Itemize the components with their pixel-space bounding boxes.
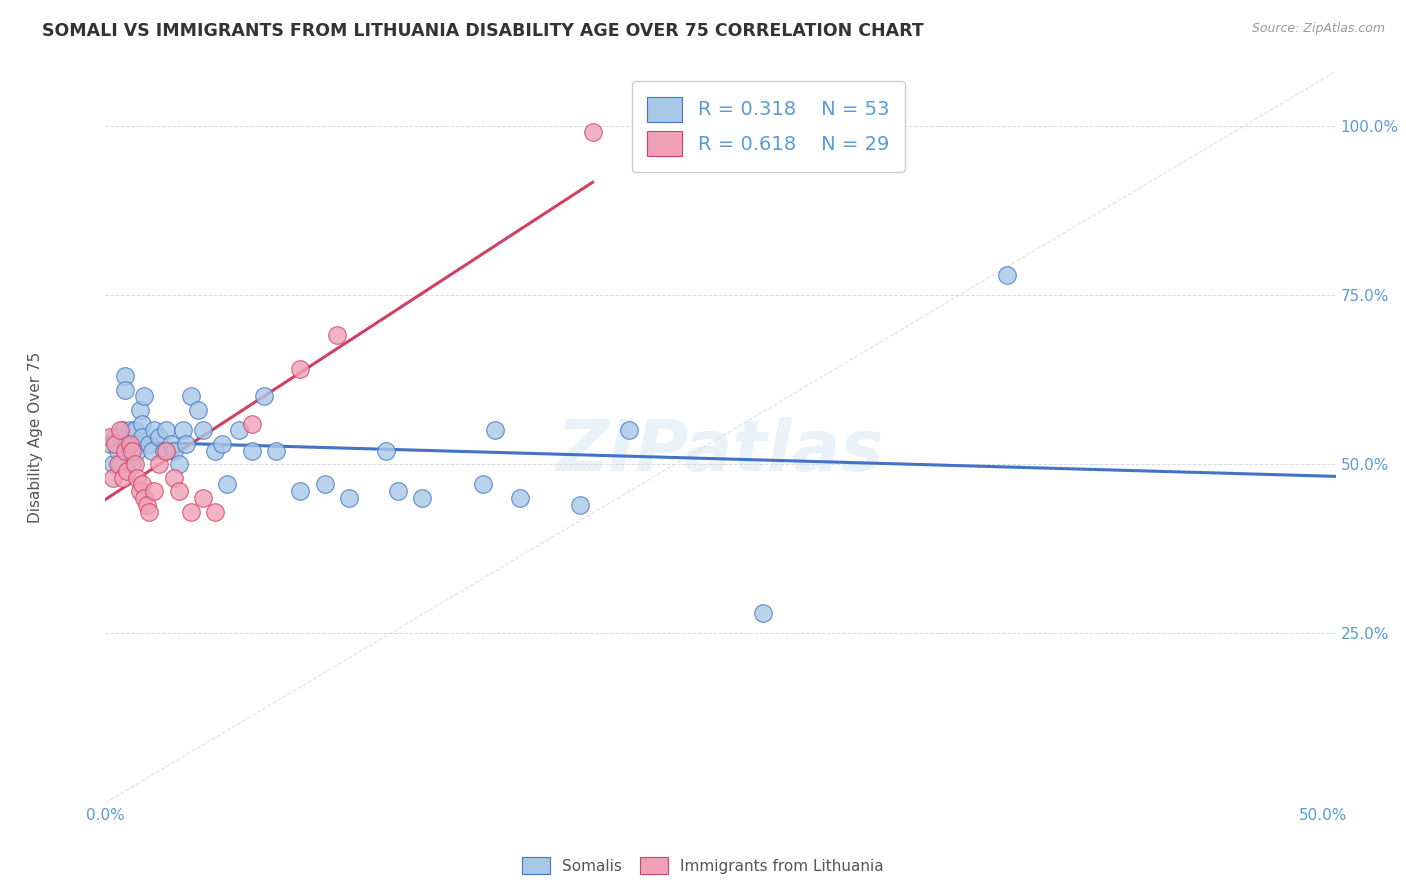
Point <box>163 471 186 485</box>
Point <box>111 423 134 437</box>
Point <box>619 423 641 437</box>
Point <box>167 457 190 471</box>
Point <box>117 464 139 478</box>
Point <box>174 437 197 451</box>
Point <box>290 484 312 499</box>
Point <box>135 498 157 512</box>
Point <box>337 491 360 505</box>
Point <box>128 484 150 499</box>
Point <box>127 471 149 485</box>
Point <box>509 491 531 505</box>
Point <box>148 430 170 444</box>
Point <box>153 443 176 458</box>
Point <box>101 457 124 471</box>
Point <box>107 443 129 458</box>
Point <box>264 443 287 458</box>
Point <box>191 423 214 437</box>
Point <box>124 457 146 471</box>
Point <box>127 443 149 458</box>
Point <box>143 484 166 499</box>
Point <box>104 437 127 451</box>
Point <box>127 437 149 451</box>
Point <box>204 443 226 458</box>
Point <box>148 457 170 471</box>
Point <box>131 477 153 491</box>
Point <box>582 125 605 139</box>
Point <box>387 484 409 499</box>
Point <box>187 403 209 417</box>
Point <box>411 491 433 505</box>
Point <box>204 505 226 519</box>
Point <box>121 457 143 471</box>
Point <box>128 403 150 417</box>
Point <box>569 498 592 512</box>
Point <box>180 389 202 403</box>
Point <box>472 477 495 491</box>
Point <box>155 443 177 458</box>
Point <box>141 443 163 458</box>
Point <box>172 423 194 437</box>
Point <box>121 443 143 458</box>
Point <box>290 362 312 376</box>
Point <box>240 417 263 431</box>
Point <box>180 505 202 519</box>
Point <box>160 437 183 451</box>
Point <box>314 477 336 491</box>
Point <box>211 437 233 451</box>
Point <box>138 437 160 451</box>
Point <box>326 328 349 343</box>
Y-axis label: Disability Age Over 75: Disability Age Over 75 <box>28 351 44 523</box>
Point <box>374 443 396 458</box>
Point <box>138 505 160 519</box>
Point <box>131 430 153 444</box>
Point <box>114 383 136 397</box>
Point <box>114 369 136 384</box>
Text: ZIPatlas: ZIPatlas <box>557 417 884 486</box>
Point <box>118 437 141 451</box>
Point <box>240 443 263 458</box>
Point <box>191 491 214 505</box>
Point <box>167 484 190 499</box>
Point <box>98 430 121 444</box>
Point <box>134 491 156 505</box>
Point <box>101 471 124 485</box>
Legend: R = 0.318    N = 53, R = 0.618    N = 29: R = 0.318 N = 53, R = 0.618 N = 29 <box>631 81 905 172</box>
Point <box>134 389 156 403</box>
Point <box>155 423 177 437</box>
Point <box>484 423 506 437</box>
Point <box>995 268 1018 282</box>
Point <box>111 471 134 485</box>
Point <box>163 443 186 458</box>
Text: Source: ZipAtlas.com: Source: ZipAtlas.com <box>1251 22 1385 36</box>
Point <box>98 437 121 451</box>
Point <box>752 606 775 620</box>
Point <box>117 437 139 451</box>
Point <box>118 443 141 458</box>
Text: SOMALI VS IMMIGRANTS FROM LITHUANIA DISABILITY AGE OVER 75 CORRELATION CHART: SOMALI VS IMMIGRANTS FROM LITHUANIA DISA… <box>42 22 924 40</box>
Point <box>228 423 250 437</box>
Point <box>131 417 153 431</box>
Point <box>114 443 136 458</box>
Point <box>124 423 146 437</box>
Point <box>107 457 129 471</box>
Point <box>118 423 141 437</box>
Legend: Somalis, Immigrants from Lithuania: Somalis, Immigrants from Lithuania <box>516 851 890 880</box>
Point <box>108 457 131 471</box>
Point <box>217 477 239 491</box>
Point <box>104 430 127 444</box>
Point <box>143 423 166 437</box>
Point <box>108 423 131 437</box>
Point <box>253 389 276 403</box>
